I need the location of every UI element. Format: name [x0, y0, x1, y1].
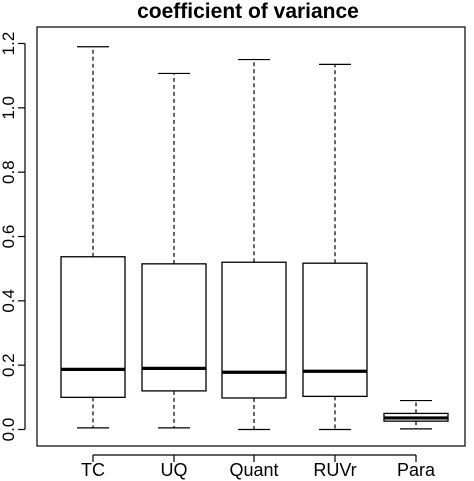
iqr-box — [302, 262, 368, 398]
y-tick-label: 0.6 — [0, 225, 18, 249]
box-quant — [221, 58, 287, 431]
chart-title: coefficient of variance — [137, 0, 359, 23]
y-tick-label: 0.2 — [0, 353, 18, 377]
x-axis: TC UQ Quant RUVr Para — [81, 454, 436, 480]
x-tick-label: Quant — [229, 460, 278, 480]
plot-frame — [36, 26, 466, 447]
y-tick-label: 1.2 — [0, 32, 18, 56]
y-tick-label: 0.4 — [0, 289, 18, 313]
y-tick-label: 1.0 — [0, 96, 18, 120]
iqr-box — [60, 256, 126, 398]
iqr-box — [141, 263, 207, 392]
x-tick-label: TC — [81, 460, 105, 480]
box-ruvr — [302, 63, 368, 431]
x-tick-label: RUVr — [313, 460, 356, 480]
y-tick-label: 0.0 — [0, 418, 18, 442]
box-para — [383, 399, 449, 430]
y-tick-label: 0.8 — [0, 160, 18, 184]
iqr-box — [221, 261, 287, 399]
box-uq — [141, 72, 207, 429]
y-axis: 0.0 0.2 0.4 0.6 0.8 1.0 1.2 — [0, 32, 26, 442]
x-tick-label: Para — [397, 460, 436, 480]
boxes-layer — [60, 46, 449, 431]
x-tick-label: UQ — [161, 460, 188, 480]
box-tc — [60, 46, 126, 429]
